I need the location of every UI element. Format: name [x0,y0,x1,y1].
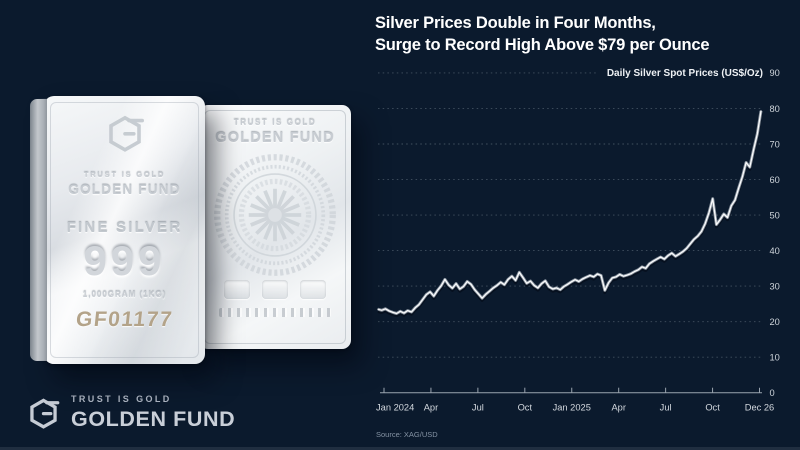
svg-text:Apr: Apr [424,403,438,413]
bar-front-brand: GOLDEN FUND [68,182,181,197]
chart-series-label: Daily Silver Spot Prices (US$/Oz) [596,67,763,80]
bar-back-tagline: TRUST IS GOLD [233,118,317,127]
bar-front-weight: 1,000GRAM (1KG) [82,290,167,299]
script-glyphs-decor [219,308,331,317]
svg-text:Jan 2024: Jan 2024 [376,403,414,413]
drum-ornament-icon [262,280,288,299]
svg-text:Jan 2025: Jan 2025 [553,403,591,413]
svg-text:Jul: Jul [472,403,484,413]
drum-ornament-icon [224,280,250,299]
golden-fund-logo-icon [30,398,60,429]
svg-text:60: 60 [770,175,780,185]
silver-bar-front: TRUST IS GOLD GOLDEN FUND FINE SILVER 99… [30,96,205,364]
chart-price-line [377,110,763,318]
svg-text:0: 0 [770,388,775,398]
svg-text:90: 90 [770,68,780,78]
bar-front-serial: GF01177 [74,308,175,331]
silver-bar-back: TRUST IS GOLD GOLDEN FUND [199,105,351,349]
chart-axis [380,387,762,394]
svg-text:80: 80 [770,104,780,114]
svg-text:10: 10 [770,352,780,362]
bar-front-purity: 999 [83,237,166,284]
footer-brand: TRUST IS GOLD GOLDEN FUND [27,394,235,432]
chart-y-axis-labels: 0 10 20 30 40 50 60 70 80 90 [770,68,780,398]
bar-front-purity-label: FINE SILVER [66,219,183,236]
svg-text:40: 40 [770,246,780,256]
drum-ornaments-decor [224,280,326,299]
bar-front-tagline: TRUST IS GOLD [83,170,166,179]
headline: Silver Prices Double in Four Months, Sur… [375,12,795,56]
svg-text:Dec 26: Dec 26 [745,403,774,413]
golden-fund-emblem-icon [108,115,144,152]
sun-medallion-icon [214,154,336,276]
headline-line2: Surge to Record High Above $79 per Ounce [375,36,710,54]
svg-text:50: 50 [770,210,780,220]
bar-back-brand: GOLDEN FUND [215,130,335,146]
chart-gridlines [378,72,762,358]
footer-tagline: TRUST IS GOLD [71,394,172,404]
drum-ornament-icon [300,280,326,299]
svg-text:Oct: Oct [518,403,533,413]
chart-source: Source: XAG/USD [376,430,438,439]
bottom-edge-strip [0,447,800,450]
svg-text:70: 70 [770,139,780,149]
svg-text:30: 30 [770,281,780,291]
svg-text:Jul: Jul [660,403,672,413]
svg-text:Apr: Apr [611,403,625,413]
footer-brand-name: GOLDEN FUND [71,407,236,431]
svg-text:20: 20 [770,317,780,327]
svg-text:Oct: Oct [705,403,720,413]
silver-bars-image: TRUST IS GOLD GOLDEN FUND [0,0,370,390]
headline-line1: Silver Prices Double in Four Months, [375,14,656,32]
chart-x-axis-labels: Jan 2024 Apr Jul Oct Jan 2025 Apr Jul Oct Dec 26 [376,403,774,413]
